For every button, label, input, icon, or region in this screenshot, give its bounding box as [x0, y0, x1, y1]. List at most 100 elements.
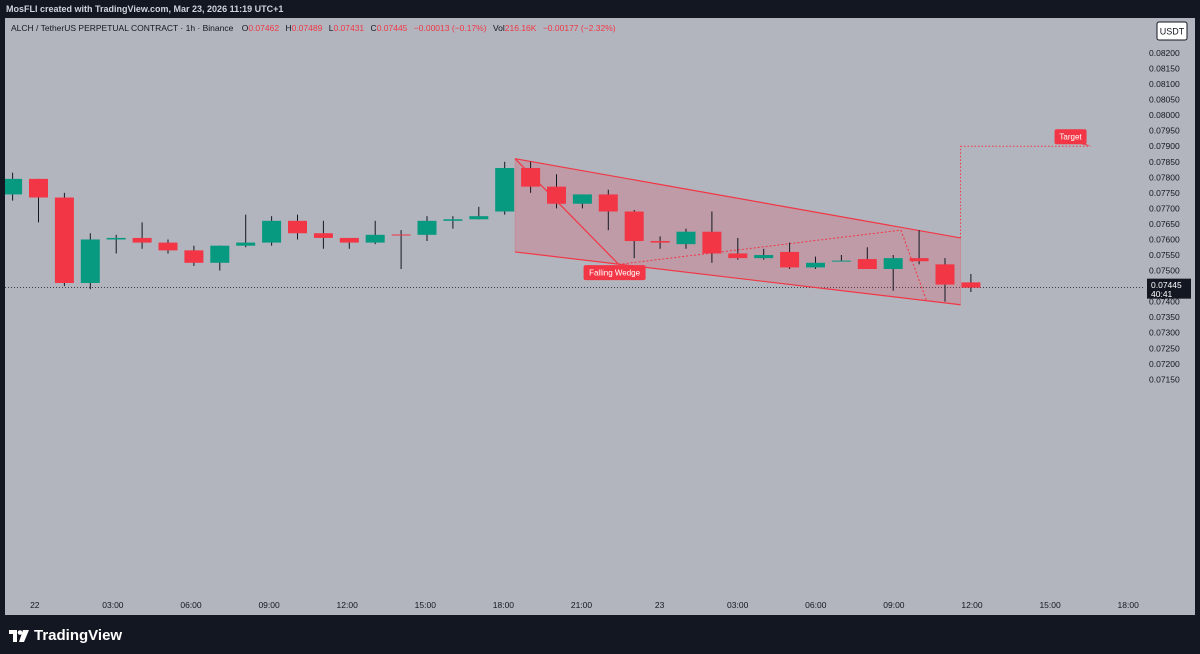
- candle-body: [961, 282, 981, 288]
- candle-body: [806, 262, 825, 268]
- candle-body: [54, 197, 74, 283]
- candle-body: [754, 255, 774, 259]
- author-bar: MosFLI created with TradingView.com, Mar…: [0, 0, 1200, 18]
- pattern-label-box[interactable]: [583, 265, 646, 281]
- candle-body: [288, 220, 307, 234]
- candle: [313, 220, 333, 249]
- candle: [495, 161, 515, 215]
- price-scale[interactable]: 0.08200 0.08150 0.08100 0.08050 0.08000 0.079…: [1147, 48, 1191, 384]
- candle-body: [469, 216, 489, 220]
- time-tick-label: 18:00: [1118, 600, 1140, 610]
- candle: [521, 161, 541, 193]
- chart-area[interactable]: Falling Wedge Target ALCH / TetherUS PER…: [3, 18, 1195, 615]
- candle-body: [702, 231, 722, 254]
- candle: [106, 234, 126, 254]
- price-tick-label: 0.07350: [1149, 312, 1180, 322]
- falling-wedge-pattern[interactable]: Falling Wedge: [514, 158, 961, 306]
- candle-body: [3, 178, 23, 195]
- candle-body: [262, 220, 282, 243]
- candle-body: [547, 186, 566, 204]
- candle: [365, 220, 385, 245]
- time-scale[interactable]: 22 03:00 06:00 09:00 12:00 15:00 18:00 21:00 23 0…: [5, 598, 1195, 610]
- candle-body: [676, 231, 696, 245]
- legend-o-label: O: [242, 23, 249, 33]
- candle-body: [624, 211, 644, 242]
- currency-label[interactable]: USDT: [1160, 27, 1185, 37]
- candle: [624, 209, 644, 259]
- candle: [29, 178, 48, 223]
- candlestick-chart[interactable]: Falling Wedge Target ALCH / TetherUS PER…: [3, 18, 1195, 615]
- candle-body: [495, 167, 515, 212]
- legend-l-value: 0.07431: [333, 23, 364, 33]
- wedge-third-leg: [900, 229, 928, 302]
- candle: [572, 194, 592, 209]
- candle: [702, 211, 722, 263]
- candle: [547, 174, 566, 209]
- tradingview-logo[interactable]: TradingView: [9, 627, 122, 644]
- price-tick-label: 0.08000: [1149, 110, 1180, 120]
- price-tick-label: 0.07650: [1149, 219, 1180, 229]
- candle: [598, 189, 618, 231]
- time-tick-label: 21:00: [571, 600, 593, 610]
- author-line: MosFLI created with TradingView.com, Mar…: [6, 4, 284, 14]
- price-tick-label: 0.07250: [1149, 343, 1180, 353]
- wedge-lower-trendline[interactable]: [514, 251, 961, 306]
- candle-body: [780, 251, 800, 268]
- candle-body: [29, 178, 48, 198]
- legend-h-label: H: [285, 23, 291, 33]
- candle-body: [339, 237, 359, 243]
- legend-symbol: ALCH / TetherUS PERPETUAL CONTRACT · 1h …: [11, 23, 234, 33]
- candle: [210, 245, 230, 271]
- candle-body: [883, 258, 903, 270]
- legend-vol-value: 216.16K: [505, 23, 537, 33]
- pattern-label[interactable]: Falling Wedge: [589, 269, 641, 278]
- price-tick-label: 0.07150: [1149, 374, 1180, 384]
- wedge-fill: [515, 158, 961, 305]
- time-tick-label: 15:00: [415, 600, 437, 610]
- candle: [236, 214, 256, 248]
- candle-body: [313, 233, 333, 238]
- candle-body: [106, 237, 126, 240]
- time-tick-label: 12:00: [961, 600, 983, 610]
- last-price-label: 0.07445: [1151, 280, 1182, 290]
- time-tick-label: 06:00: [180, 600, 202, 610]
- candle: [780, 242, 800, 270]
- countdown-label: 40:41: [1151, 289, 1173, 299]
- candle: [391, 230, 411, 270]
- candle: [132, 222, 152, 249]
- legend-vol-label: Vol: [493, 23, 505, 33]
- currency-button[interactable]: USDT: [1156, 21, 1188, 41]
- time-tick-label: 12:00: [337, 600, 359, 610]
- candle-body: [417, 220, 437, 235]
- candle-body: [391, 234, 411, 236]
- candle: [54, 192, 74, 287]
- target-label-box[interactable]: [1054, 129, 1087, 145]
- currency-button-bg[interactable]: [1156, 21, 1188, 41]
- candle-body: [521, 167, 541, 187]
- wedge-upper-trendline[interactable]: [514, 158, 961, 239]
- price-tick-label: 0.07950: [1149, 126, 1180, 136]
- time-tick-label: 03:00: [102, 600, 124, 610]
- price-tick-label: 0.07800: [1149, 172, 1180, 182]
- price-tick-label: 0.07200: [1149, 359, 1180, 369]
- candle-body: [650, 241, 670, 243]
- legend-change: −0.00013 (−0.17%): [414, 23, 487, 33]
- legend-o-value: 0.07462: [248, 23, 279, 33]
- legend-c-label: C: [371, 23, 377, 33]
- candle: [158, 239, 178, 254]
- price-tick-label: 0.07750: [1149, 188, 1180, 198]
- price-tick-label: 0.08150: [1149, 64, 1180, 74]
- candle: [883, 255, 903, 291]
- target-projection[interactable]: Target: [960, 129, 1091, 238]
- candles: [3, 161, 981, 302]
- time-tick-label: 22: [30, 600, 40, 610]
- legend-vol-change: −0.00177 (−2.32%): [543, 23, 616, 33]
- candle: [806, 256, 825, 270]
- candle: [728, 237, 748, 260]
- candle-body: [210, 245, 230, 263]
- ohlc-legend: ALCH / TetherUS PERPETUAL CONTRACT · 1h …: [11, 23, 616, 33]
- target-label[interactable]: Target: [1059, 133, 1082, 142]
- candle: [909, 230, 929, 265]
- candle-body: [158, 242, 178, 251]
- legend-l-label: L: [329, 23, 334, 33]
